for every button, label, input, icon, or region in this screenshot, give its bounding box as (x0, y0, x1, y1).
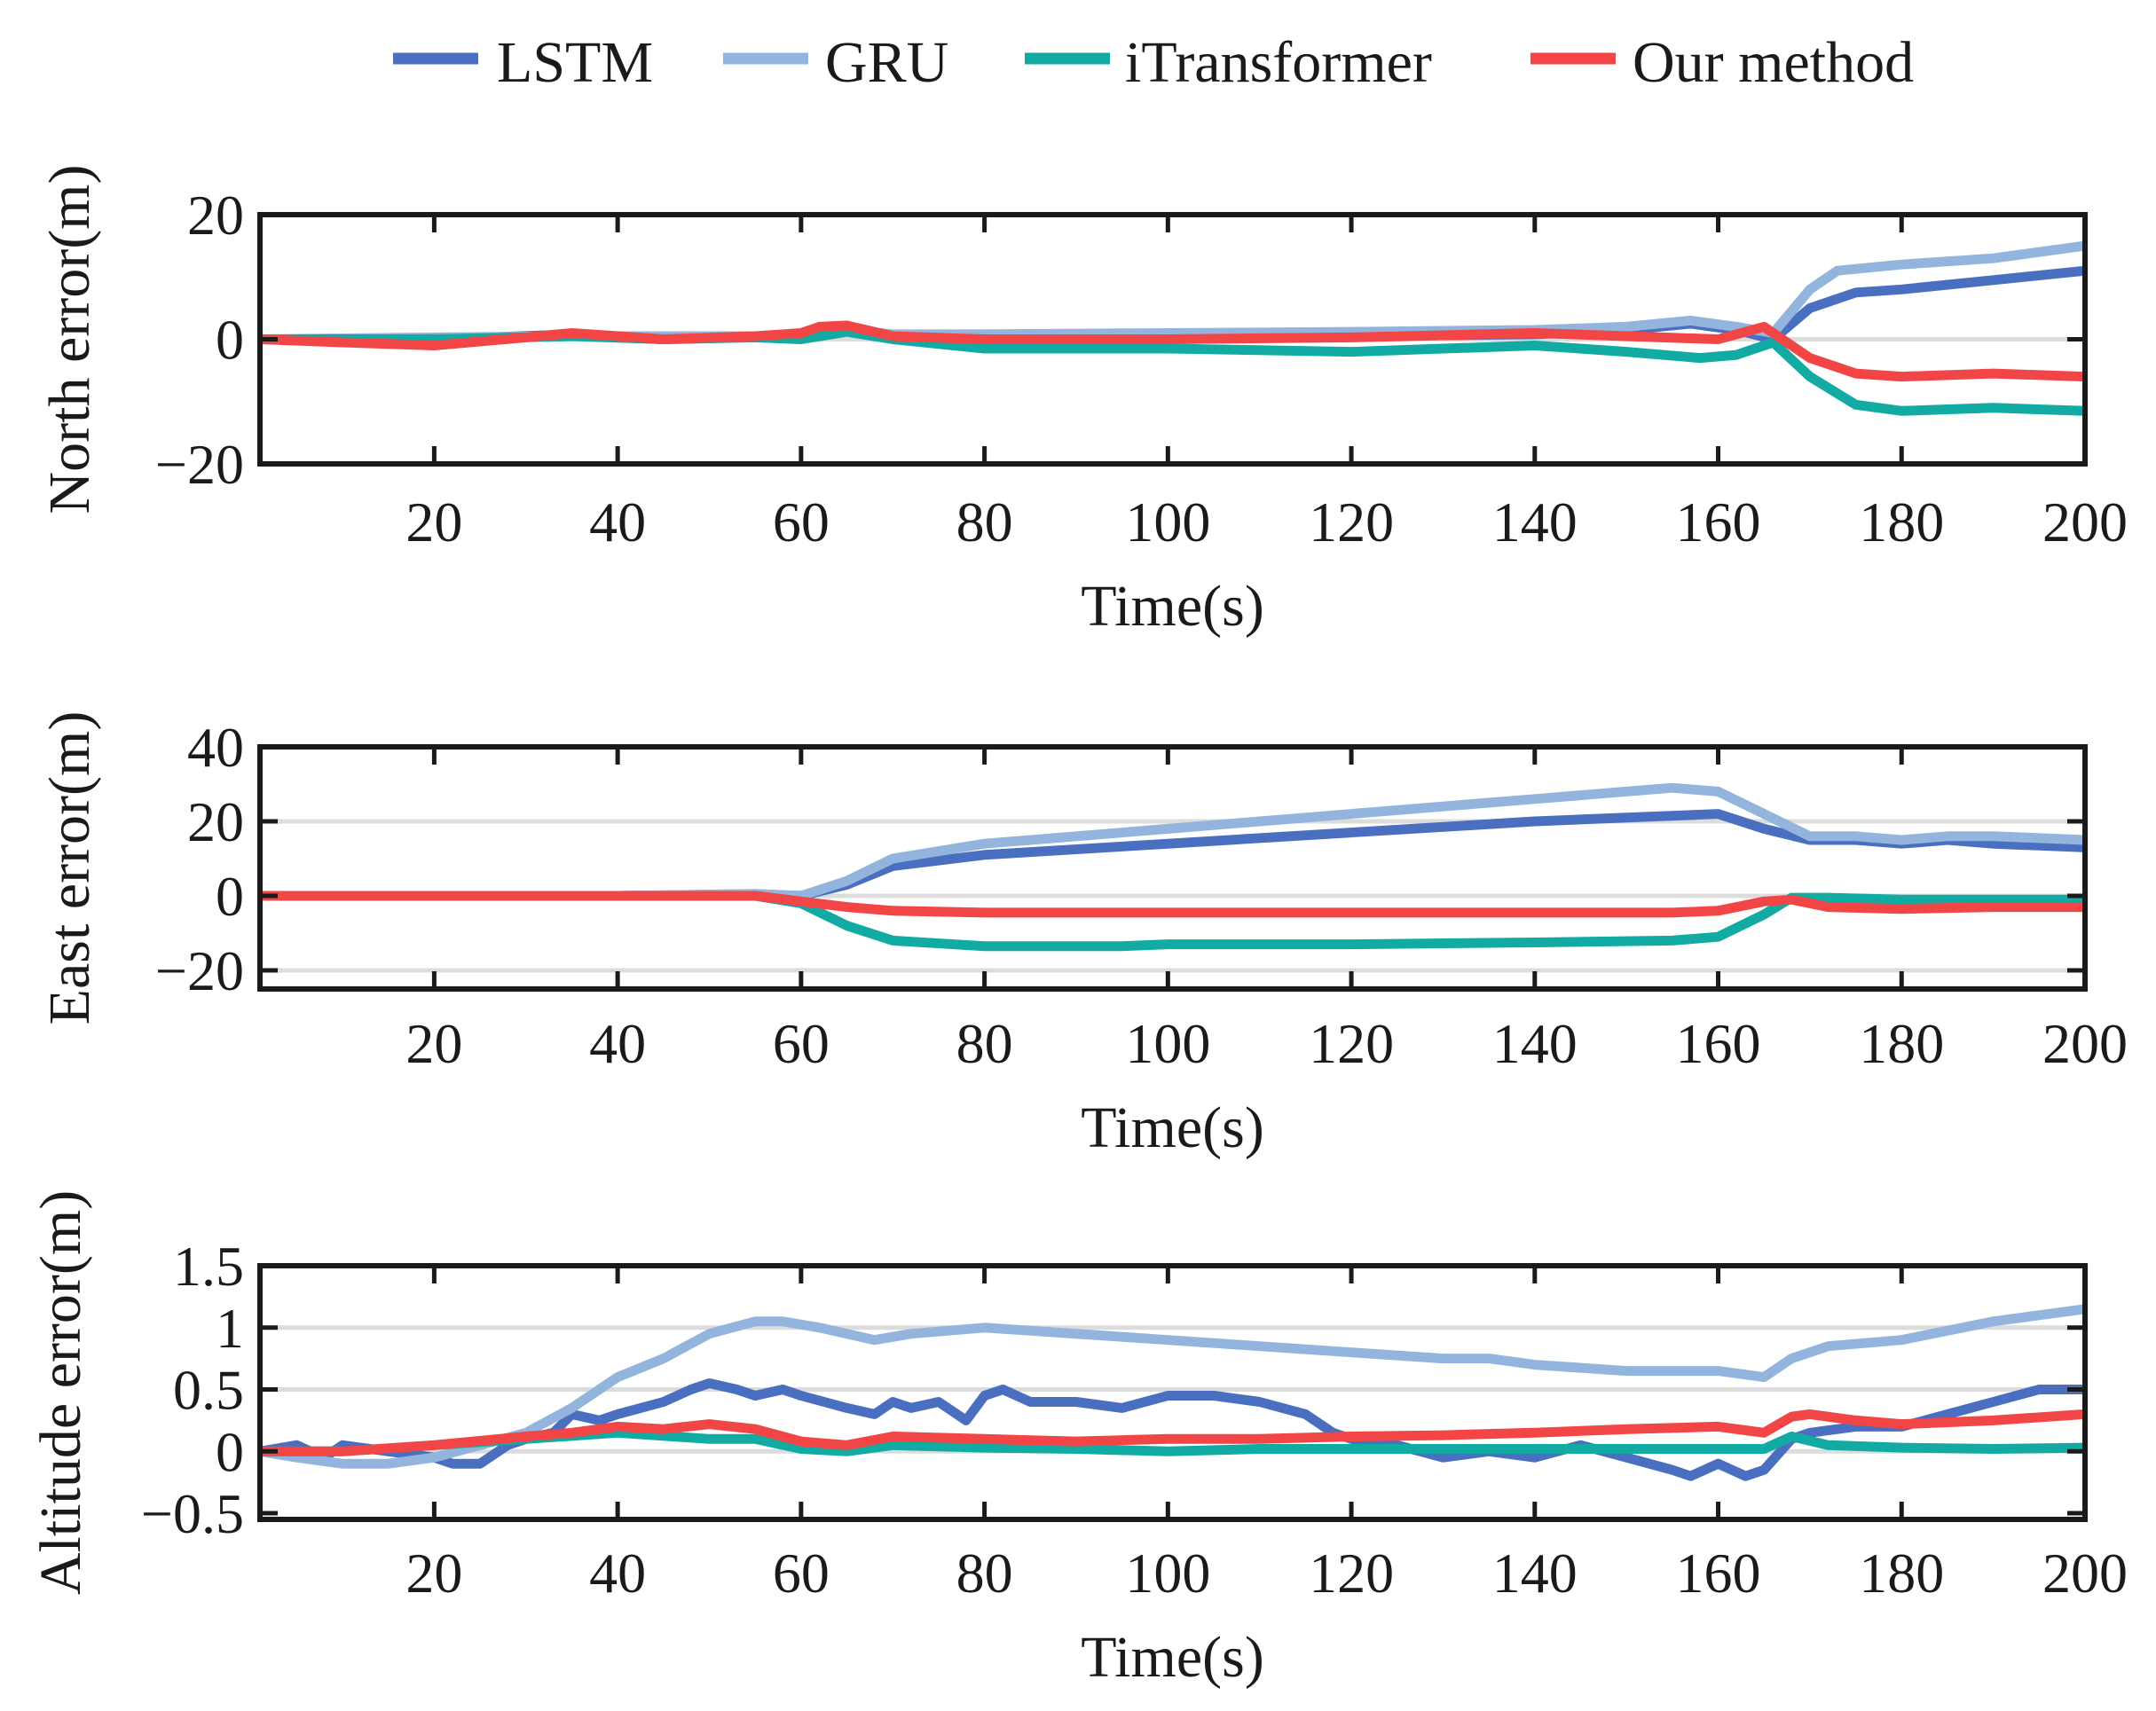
series-line-gru (260, 240, 2085, 344)
axes-frame (257, 744, 2088, 992)
series-line-itransformer (260, 1427, 2085, 1456)
x-tick-label: 80 (956, 1012, 1013, 1075)
x-tick-label: 100 (1125, 491, 1210, 553)
north-error-panel: 20 40 60 80 100 120 140 160 180 200 −20 0 20 Time(s) N… (37, 164, 2128, 639)
x-tick-label: 40 (589, 491, 646, 553)
x-tick-label: 200 (2042, 491, 2128, 553)
legend-item-gru: GRU (723, 30, 948, 95)
x-tick-label: 60 (773, 491, 830, 553)
north-y-axis-title: North error(m) (37, 164, 102, 514)
y-tick-label: 20 (187, 790, 244, 853)
x-tick-label: 60 (773, 1012, 830, 1075)
x-tick-label: 140 (1492, 1012, 1578, 1075)
altitude-y-axis-title: Altitude error(m) (28, 1190, 93, 1595)
altitude-x-axis-title: Time(s) (1081, 1625, 1264, 1690)
x-tick-label: 120 (1309, 1012, 1394, 1075)
east-error-panel: 20 40 60 80 100 120 140 160 180 200 −20 0 20 40 Time(s… (37, 711, 2128, 1160)
x-tick-label: 120 (1309, 1542, 1394, 1605)
legend: LSTM GRU iTransformer Our method (393, 30, 1914, 95)
y-tick-label: 40 (187, 716, 244, 779)
x-tick-label: 20 (405, 1542, 462, 1605)
series-group (260, 782, 2085, 952)
legend-label: iTransformer (1125, 30, 1432, 95)
series-group (260, 1304, 2085, 1481)
axes-frame (257, 1263, 2088, 1522)
y-tick-label: −20 (155, 433, 244, 496)
y-tick-label: 0 (216, 865, 244, 928)
series-line-our-method (260, 891, 2085, 918)
x-tick-label: 160 (1676, 1012, 1761, 1075)
x-tick-label: 180 (1859, 491, 1944, 553)
legend-label: Our method (1633, 30, 1914, 95)
x-tick-label: 180 (1859, 1012, 1944, 1075)
east-y-axis-title: East error(m) (37, 711, 102, 1025)
x-tick-label: 40 (589, 1542, 646, 1605)
legend-item-lstm: LSTM (393, 30, 653, 95)
legend-item-our-method: Our method (1530, 30, 1914, 95)
y-tick-label: −20 (155, 939, 244, 1002)
x-tick-label: 40 (589, 1012, 646, 1075)
x-tick-label: 140 (1492, 1542, 1578, 1605)
series-group (260, 240, 2085, 416)
y-tick-label: 0 (216, 1420, 244, 1483)
y-tick-label: 0 (216, 309, 244, 372)
legend-item-itransformer: iTransformer (1025, 30, 1432, 95)
legend-label: GRU (825, 30, 948, 95)
series-line-our-method (260, 1409, 2085, 1456)
x-tick-label: 120 (1309, 491, 1394, 553)
x-tick-label: 200 (2042, 1542, 2128, 1605)
series-line-our-method (260, 320, 2085, 382)
x-tick-label: 140 (1492, 491, 1578, 553)
y-tick-label: 20 (187, 184, 244, 247)
x-tick-label: 20 (405, 1012, 462, 1075)
x-tick-label: 160 (1676, 1542, 1761, 1605)
x-tick-label: 100 (1125, 1012, 1210, 1075)
east-x-axis-title: Time(s) (1081, 1095, 1264, 1160)
y-tick-label: 1 (216, 1297, 244, 1360)
y-tick-label: 0.5 (173, 1359, 244, 1422)
x-tick-label: 60 (773, 1542, 830, 1605)
legend-label: LSTM (497, 30, 653, 95)
x-tick-label: 200 (2042, 1012, 2128, 1075)
x-tick-label: 20 (405, 491, 462, 553)
altitude-error-panel: 20 40 60 80 100 120 140 160 180 200 −0.500.511.5 Ti… (28, 1190, 2128, 1690)
y-tick-label: −0.5 (141, 1482, 244, 1545)
x-tick-label: 100 (1125, 1542, 1210, 1605)
x-tick-label: 160 (1676, 491, 1761, 553)
x-tick-label: 80 (956, 491, 1013, 553)
x-tick-label: 80 (956, 1542, 1013, 1605)
y-tick-label: 1.5 (173, 1235, 244, 1298)
north-x-axis-title: Time(s) (1081, 574, 1264, 639)
x-tick-label: 180 (1859, 1542, 1944, 1605)
